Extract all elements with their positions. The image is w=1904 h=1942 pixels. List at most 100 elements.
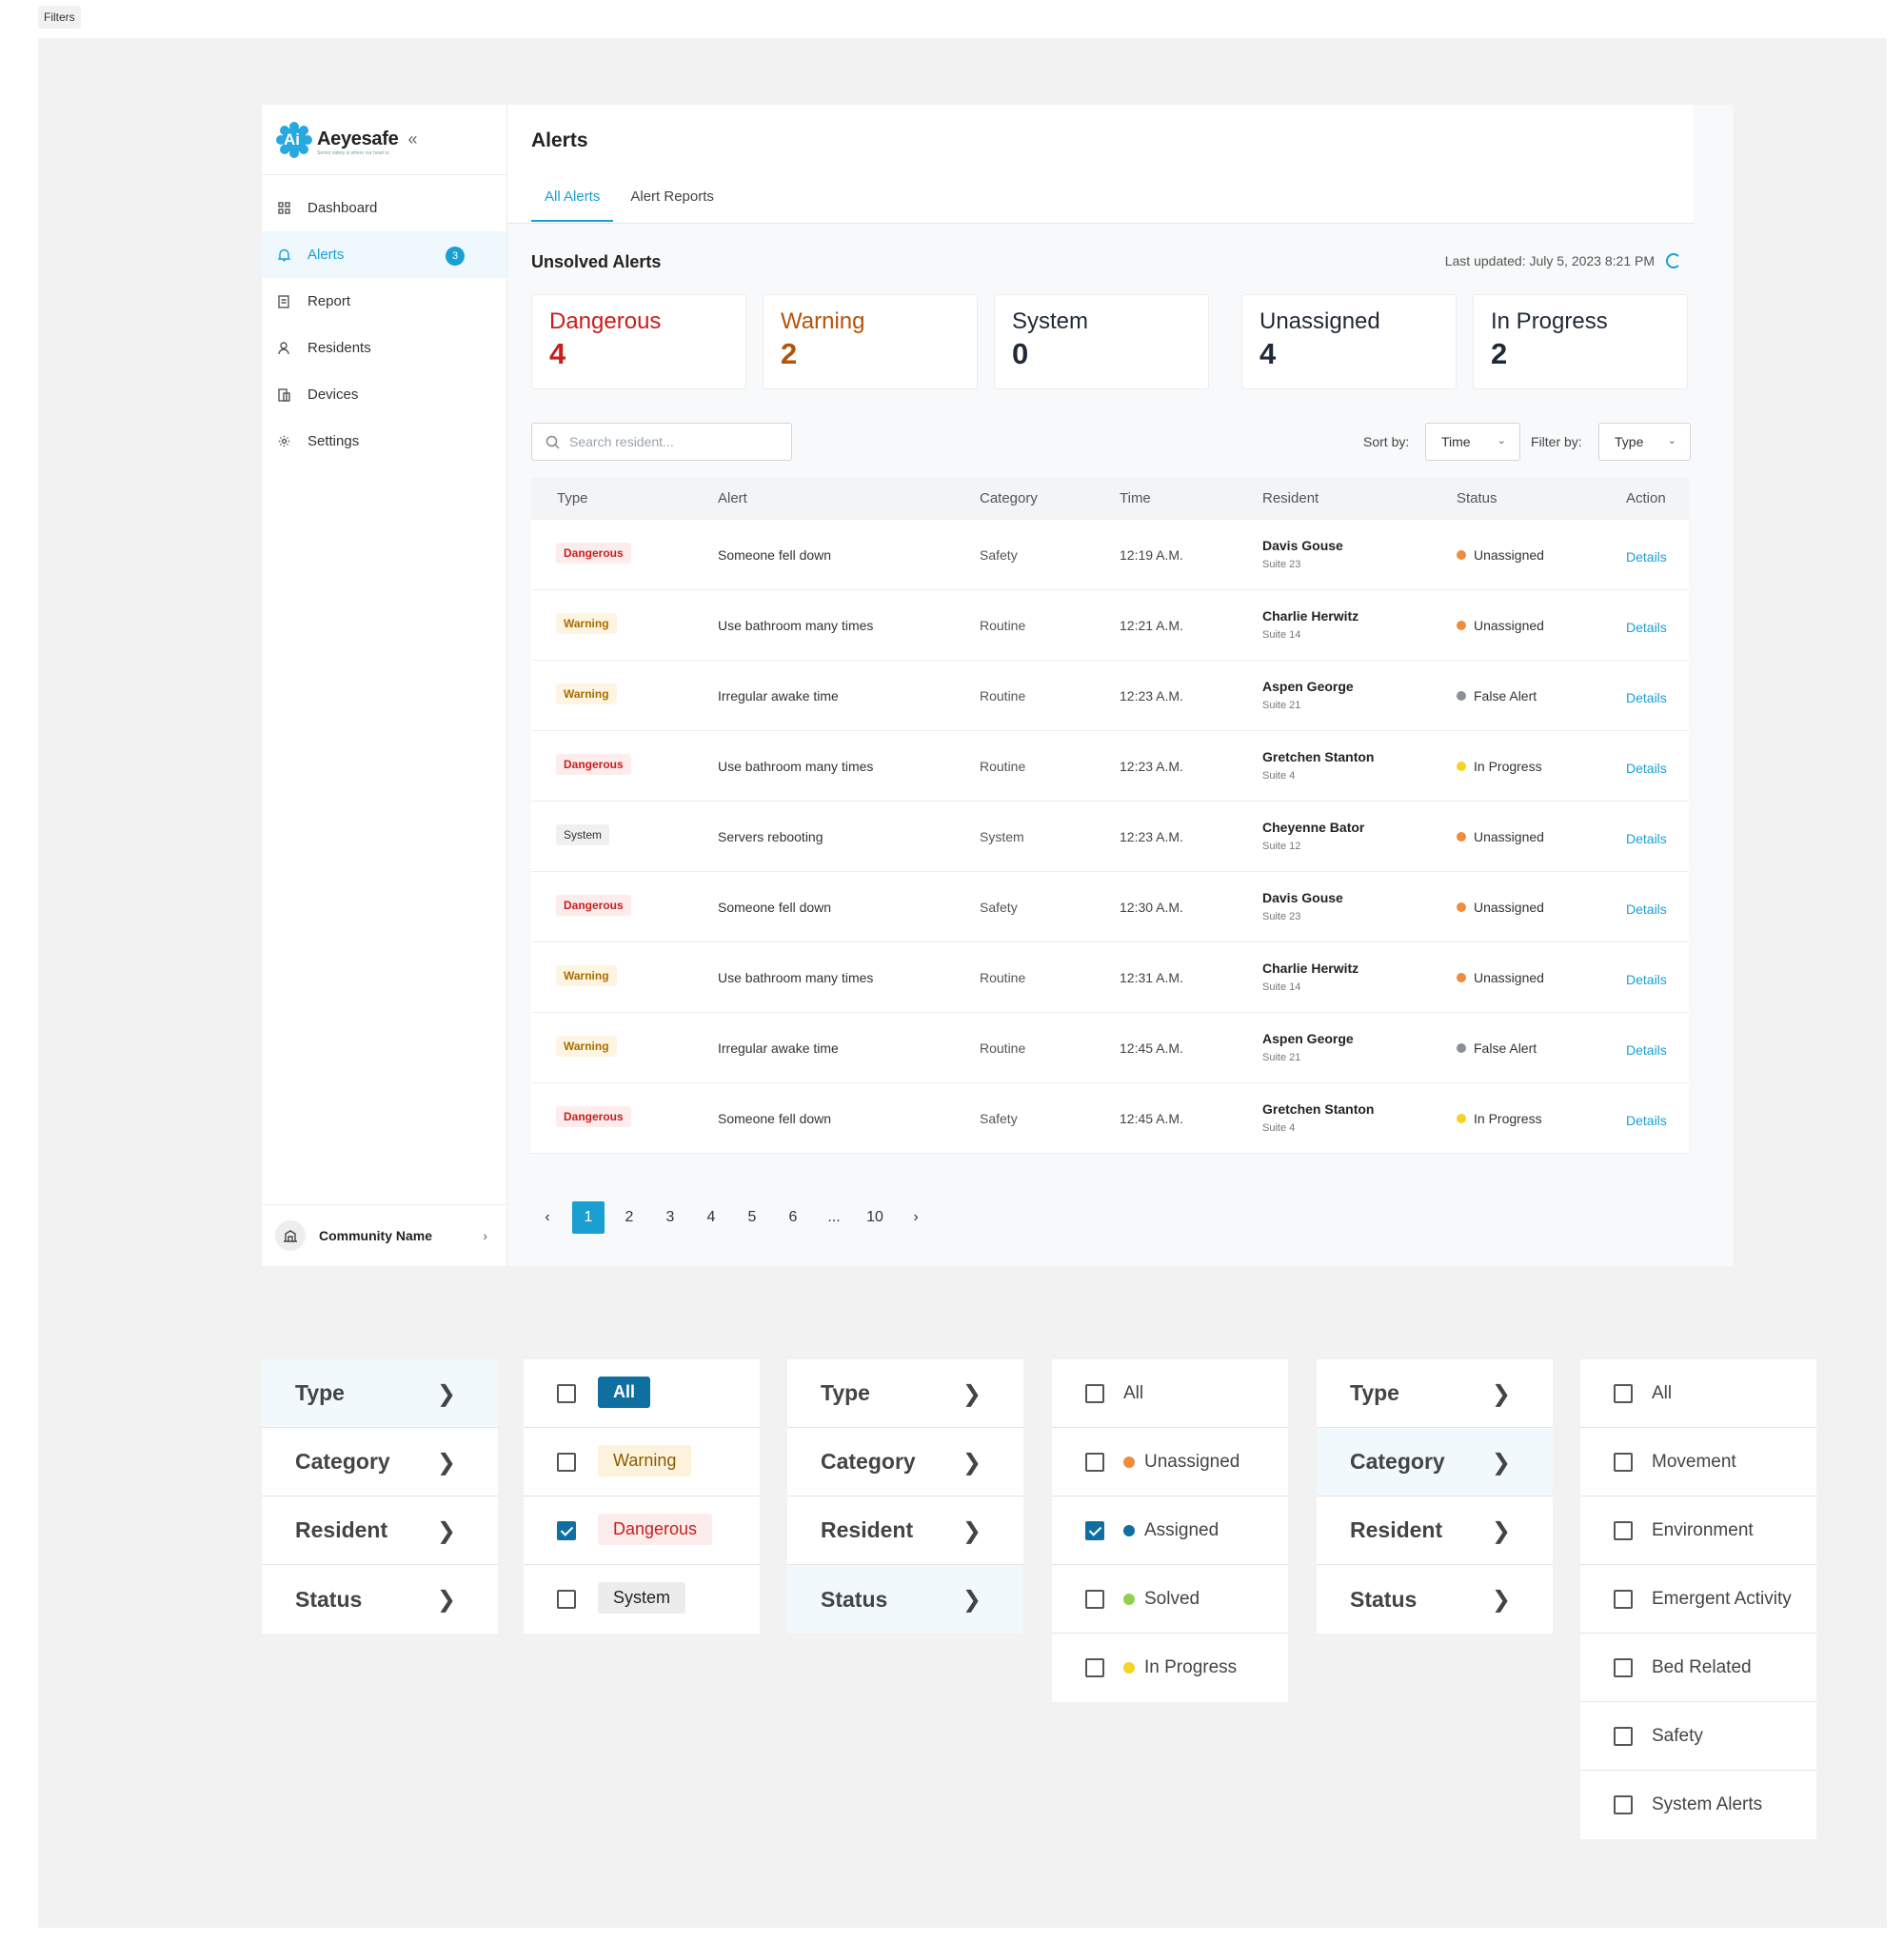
search-input[interactable] <box>569 434 760 449</box>
resident-name[interactable]: Gretchen Stanton <box>1262 1101 1375 1117</box>
summary-card-dangerous[interactable]: Dangerous 4 <box>531 294 746 389</box>
column-header-type[interactable]: Type <box>557 490 588 506</box>
checkbox[interactable] <box>1085 1658 1104 1677</box>
resident-name[interactable]: Cheyenne Bator <box>1262 820 1365 835</box>
checkbox[interactable] <box>1085 1590 1104 1609</box>
column-header-alert[interactable]: Alert <box>718 490 747 506</box>
filter-option-unassigned[interactable]: Unassigned <box>1052 1428 1288 1496</box>
resident-name[interactable]: Charlie Herwitz <box>1262 608 1359 624</box>
page-button[interactable]: 1 <box>572 1201 605 1234</box>
filter-option-safety[interactable]: Safety <box>1580 1702 1816 1771</box>
details-link[interactable]: Details <box>1626 1042 1667 1058</box>
tab-alert-reports[interactable]: Alert Reports <box>630 188 714 205</box>
checkbox[interactable] <box>1614 1727 1633 1746</box>
community-switcher[interactable]: Community Name › <box>262 1204 506 1266</box>
column-header-resident[interactable]: Resident <box>1262 490 1319 506</box>
checkbox-checked[interactable] <box>557 1521 576 1540</box>
resident-name[interactable]: Charlie Herwitz <box>1262 961 1359 976</box>
details-link[interactable]: Details <box>1626 620 1667 635</box>
type-badge: Warning <box>556 1036 617 1057</box>
column-header-status[interactable]: Status <box>1457 490 1497 506</box>
checkbox[interactable] <box>1085 1453 1104 1472</box>
filter-category-status[interactable]: Status ❯ <box>1317 1565 1553 1634</box>
checkbox[interactable] <box>1614 1795 1633 1814</box>
column-header-time[interactable]: Time <box>1120 490 1151 506</box>
page-button[interactable]: 5 <box>747 1209 757 1225</box>
filter-option-warning[interactable]: Warning <box>524 1428 760 1496</box>
filter-category-category[interactable]: Category ❯ <box>262 1428 498 1496</box>
details-link[interactable]: Details <box>1626 690 1667 705</box>
page-button[interactable]: 3 <box>665 1209 675 1225</box>
page-button[interactable]: 6 <box>788 1209 798 1225</box>
resident-name[interactable]: Aspen George <box>1262 1031 1354 1046</box>
checkbox[interactable] <box>1085 1384 1104 1403</box>
filter-category-label: Category <box>1350 1449 1445 1474</box>
sort-select[interactable]: Time ⌄ <box>1425 423 1520 461</box>
checkbox[interactable] <box>1614 1658 1633 1677</box>
filter-option-bed-related[interactable]: Bed Related <box>1580 1634 1816 1702</box>
details-link[interactable]: Details <box>1626 761 1667 776</box>
filter-option-movement[interactable]: Movement <box>1580 1428 1816 1496</box>
filter-category-status[interactable]: Status ❯ <box>787 1565 1023 1634</box>
filter-category-type[interactable]: Type ❯ <box>262 1359 498 1428</box>
filter-category-category[interactable]: Category ❯ <box>787 1428 1023 1496</box>
sidebar-item-settings[interactable]: Settings <box>262 418 506 465</box>
resident-name[interactable]: Davis Gouse <box>1262 890 1343 905</box>
details-link[interactable]: Details <box>1626 549 1667 565</box>
checkbox[interactable] <box>557 1590 576 1609</box>
resident-name[interactable]: Gretchen Stanton <box>1262 749 1375 764</box>
filter-option-all[interactable]: All <box>1052 1359 1288 1428</box>
sidebar-item-devices[interactable]: Devices <box>262 371 506 418</box>
details-link[interactable]: Details <box>1626 972 1667 987</box>
checkbox[interactable] <box>1614 1384 1633 1403</box>
filter-category-type[interactable]: Type ❯ <box>787 1359 1023 1428</box>
filter-category-type[interactable]: Type ❯ <box>1317 1359 1553 1428</box>
checkbox[interactable] <box>1614 1521 1633 1540</box>
checkbox-checked[interactable] <box>1085 1521 1104 1540</box>
filter-select[interactable]: Type ⌄ <box>1598 423 1691 461</box>
filter-option-solved[interactable]: Solved <box>1052 1565 1288 1634</box>
option-label: Safety <box>1652 1725 1703 1746</box>
sidebar-item-report[interactable]: Report <box>262 278 506 325</box>
page-button[interactable]: 10 <box>866 1209 883 1225</box>
summary-card-warning[interactable]: Warning 2 <box>763 294 978 389</box>
resident-name[interactable]: Aspen George <box>1262 679 1354 694</box>
logo-text: Ai <box>284 129 300 149</box>
column-header-category[interactable]: Category <box>980 490 1038 506</box>
filter-option-assigned[interactable]: Assigned <box>1052 1496 1288 1565</box>
details-link[interactable]: Details <box>1626 831 1667 846</box>
sidebar-item-dashboard[interactable]: Dashboard <box>262 185 506 231</box>
page-button[interactable]: 4 <box>706 1209 716 1225</box>
chevron-left-icon[interactable]: ‹ <box>545 1209 550 1225</box>
filter-option-in-progress[interactable]: In Progress <box>1052 1634 1288 1702</box>
filter-category-category[interactable]: Category ❯ <box>1317 1428 1553 1496</box>
checkbox[interactable] <box>1614 1590 1633 1609</box>
filter-category-resident[interactable]: Resident ❯ <box>1317 1496 1553 1565</box>
details-link[interactable]: Details <box>1626 902 1667 917</box>
filter-option-environment[interactable]: Environment <box>1580 1496 1816 1565</box>
summary-card-system[interactable]: System 0 <box>994 294 1209 389</box>
sidebar-item-residents[interactable]: Residents <box>262 325 506 371</box>
refresh-icon[interactable] <box>1666 253 1681 268</box>
filter-option-system-alerts[interactable]: System Alerts <box>1580 1771 1816 1839</box>
summary-card-in-progress[interactable]: In Progress 2 <box>1473 294 1688 389</box>
page-button[interactable]: 2 <box>625 1209 634 1225</box>
checkbox[interactable] <box>557 1384 576 1403</box>
filter-category-resident[interactable]: Resident ❯ <box>262 1496 498 1565</box>
collapse-sidebar-icon[interactable]: « <box>407 129 418 149</box>
checkbox[interactable] <box>557 1453 576 1472</box>
sidebar-item-alerts[interactable]: Alerts 3 <box>262 231 506 278</box>
filter-option-emergent-activity[interactable]: Emergent Activity <box>1580 1565 1816 1634</box>
details-link[interactable]: Details <box>1626 1113 1667 1128</box>
checkbox[interactable] <box>1614 1453 1633 1472</box>
filter-category-resident[interactable]: Resident ❯ <box>787 1496 1023 1565</box>
summary-card-unassigned[interactable]: Unassigned 4 <box>1241 294 1457 389</box>
filter-option-all[interactable]: All <box>1580 1359 1816 1428</box>
filter-option-all[interactable]: All <box>524 1359 760 1428</box>
filter-option-system[interactable]: System <box>524 1565 760 1634</box>
resident-name[interactable]: Davis Gouse <box>1262 538 1343 553</box>
tab-all-alerts[interactable]: All Alerts <box>531 188 614 222</box>
filter-category-status[interactable]: Status ❯ <box>262 1565 498 1634</box>
filter-option-dangerous[interactable]: Dangerous <box>524 1496 760 1565</box>
chevron-right-icon[interactable]: › <box>913 1209 919 1225</box>
